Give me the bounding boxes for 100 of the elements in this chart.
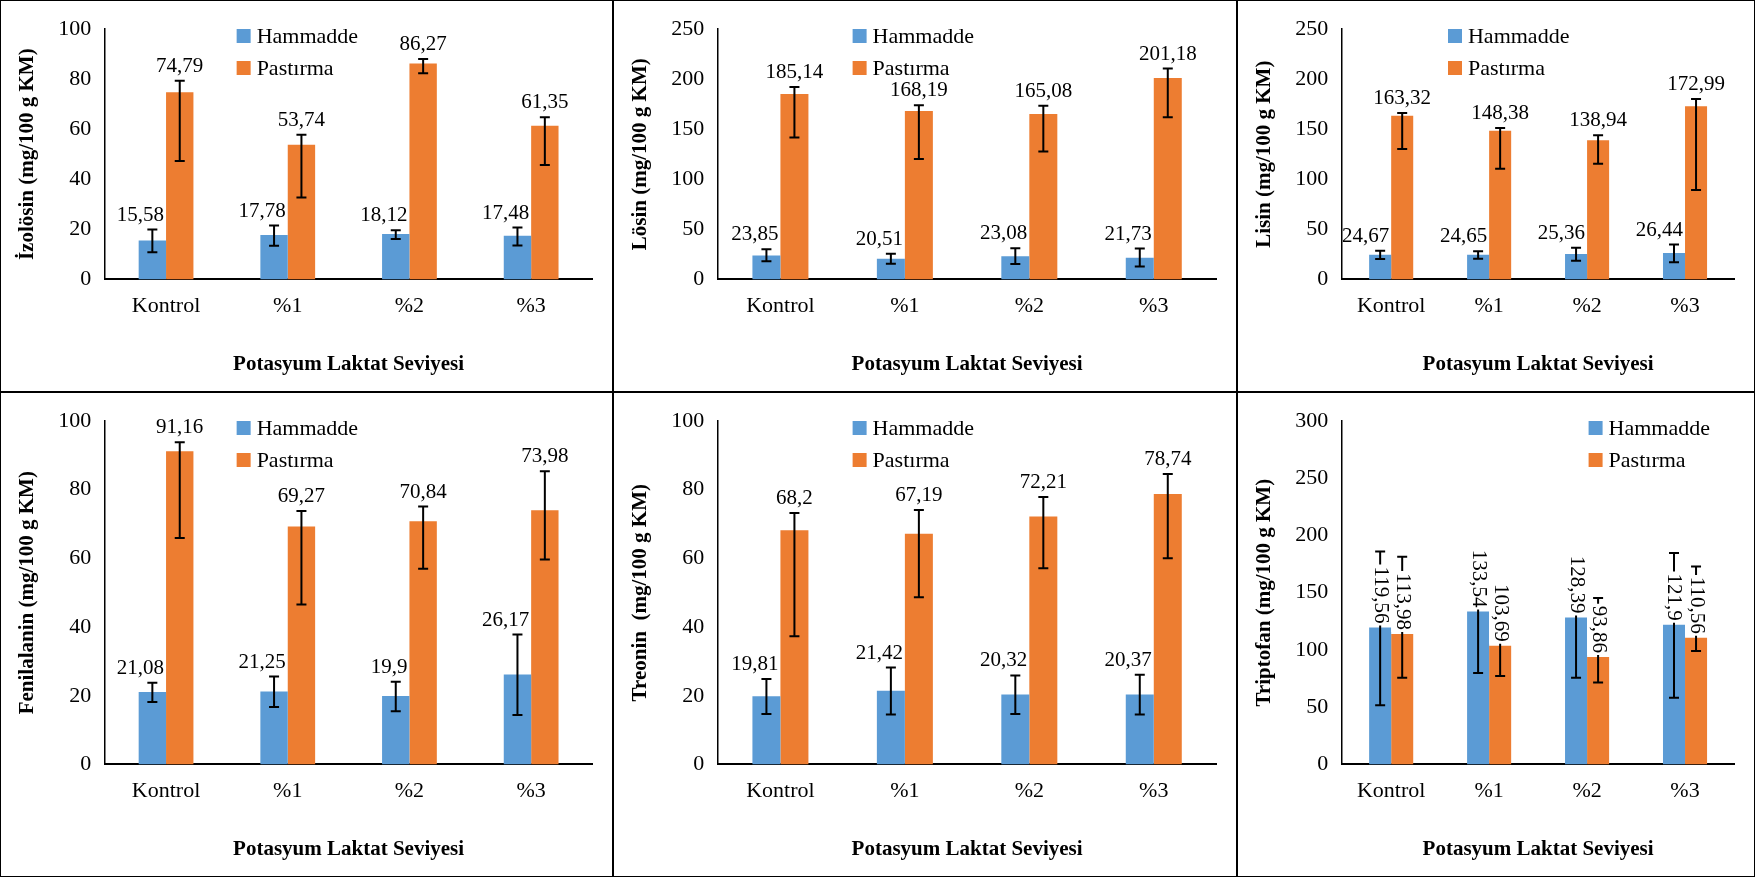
y-tick-label: 100 <box>671 165 705 191</box>
x-tick-label: %1 <box>890 777 920 803</box>
bar <box>1662 624 1686 765</box>
x-tick-label: %3 <box>1139 292 1169 318</box>
x-axis-title: Potasyum Laktat Seviyesi <box>1422 350 1654 375</box>
data-label: 18,12 <box>360 202 408 227</box>
data-label: 72,21 <box>1019 468 1067 493</box>
y-axis-title: Lösin (mg/100 g KM) <box>627 58 652 251</box>
data-label: 26,17 <box>481 606 530 631</box>
data-label: 185,14 <box>765 59 824 84</box>
y-tick-label: 0 <box>1317 265 1329 291</box>
bar <box>1587 140 1610 280</box>
x-tick-label: %1 <box>890 292 920 318</box>
bar <box>1565 254 1588 280</box>
data-label: 133,54 <box>1467 549 1492 609</box>
bar <box>409 63 437 280</box>
data-label: 24,65 <box>1439 223 1488 248</box>
y-tick-label: 60 <box>682 544 705 570</box>
bar <box>382 696 410 765</box>
data-label: 19,81 <box>731 650 779 675</box>
y-tick-label: 0 <box>80 750 92 776</box>
bar <box>1565 617 1588 765</box>
data-label: 70,84 <box>399 478 448 503</box>
data-label: 61,35 <box>521 89 569 114</box>
data-label: 23,08 <box>980 220 1028 245</box>
bar <box>1685 637 1708 765</box>
bar <box>409 521 437 765</box>
bar <box>138 240 167 280</box>
data-label: 78,74 <box>1144 445 1192 470</box>
legend-label: Hammadde <box>1467 22 1570 48</box>
data-label: 67,19 <box>895 481 943 506</box>
bar <box>1369 627 1392 765</box>
data-label: 91,16 <box>156 414 204 439</box>
bar <box>138 692 167 765</box>
y-tick-label: 40 <box>682 612 705 638</box>
legend-label: Pastırma <box>1467 54 1546 80</box>
data-label: 17,48 <box>481 199 530 224</box>
x-tick-label: %2 <box>1572 292 1602 318</box>
y-tick-label: 200 <box>1295 64 1329 90</box>
y-tick-label: 100 <box>1295 635 1329 661</box>
bar <box>1029 114 1058 280</box>
x-tick-label: %3 <box>1670 292 1700 318</box>
x-axis-title: Potasyum Laktat Seviyesi <box>1422 835 1654 860</box>
data-label: 21,42 <box>855 639 903 664</box>
x-tick-label: %1 <box>1474 777 1504 803</box>
y-tick-label: 150 <box>1295 578 1329 604</box>
y-tick-label: 150 <box>1295 114 1329 140</box>
bar <box>1153 494 1182 765</box>
bar <box>166 92 194 280</box>
bar <box>1369 254 1392 280</box>
data-label: 119,56 <box>1369 566 1394 624</box>
legend-label: Pastırma <box>256 54 334 80</box>
x-axis-title: Potasyum Laktat Seviyesi <box>233 350 465 375</box>
y-tick-label: 20 <box>69 681 92 707</box>
y-tick-label: 50 <box>1306 692 1329 718</box>
y-tick-label: 80 <box>69 64 92 90</box>
bar <box>1662 252 1686 280</box>
legend-label: Hammadde <box>256 22 359 48</box>
bar <box>1001 694 1030 765</box>
y-tick-label: 300 <box>1295 406 1329 432</box>
bar <box>503 235 532 280</box>
bar <box>1467 611 1490 765</box>
x-tick-label: %2 <box>394 777 425 803</box>
x-tick-label: %2 <box>1014 777 1044 803</box>
bar <box>1153 77 1182 280</box>
bar <box>876 258 905 280</box>
data-label: 21,08 <box>116 654 165 679</box>
y-tick-label: 50 <box>682 215 705 241</box>
bar <box>382 234 410 280</box>
legend-label: Pastırma <box>872 446 950 472</box>
x-tick-label: %3 <box>516 777 546 803</box>
data-label: 163,32 <box>1373 84 1432 109</box>
data-label: 68,2 <box>776 485 813 510</box>
y-tick-label: 150 <box>671 114 705 140</box>
data-label: 69,27 <box>277 482 326 507</box>
x-tick-label: %3 <box>516 292 546 318</box>
x-tick-label: Kontrol <box>746 777 815 803</box>
x-tick-label: Kontrol <box>1356 777 1426 803</box>
data-label: 103,69 <box>1489 583 1514 642</box>
x-tick-label: %2 <box>394 292 425 318</box>
data-label: 17,78 <box>238 197 286 222</box>
x-tick-label: %1 <box>273 292 303 318</box>
data-label: 93,86 <box>1587 605 1612 653</box>
data-label: 26,44 <box>1635 216 1684 241</box>
y-tick-label: 0 <box>693 265 705 291</box>
bar <box>780 530 809 765</box>
bar <box>260 234 288 280</box>
y-tick-label: 250 <box>1295 14 1329 40</box>
data-label: 74,79 <box>156 52 204 77</box>
bar <box>904 533 933 765</box>
legend-label: Hammadde <box>256 414 359 440</box>
data-label: 128,39 <box>1565 555 1590 614</box>
y-tick-label: 250 <box>671 14 705 40</box>
legend-label: Hammadde <box>872 22 975 48</box>
bar <box>260 691 288 765</box>
data-label: 165,08 <box>1014 77 1073 102</box>
bar <box>1391 115 1414 280</box>
legend-label: Pastırma <box>872 54 950 80</box>
bar <box>287 144 316 280</box>
data-label: 20,37 <box>1104 646 1152 671</box>
